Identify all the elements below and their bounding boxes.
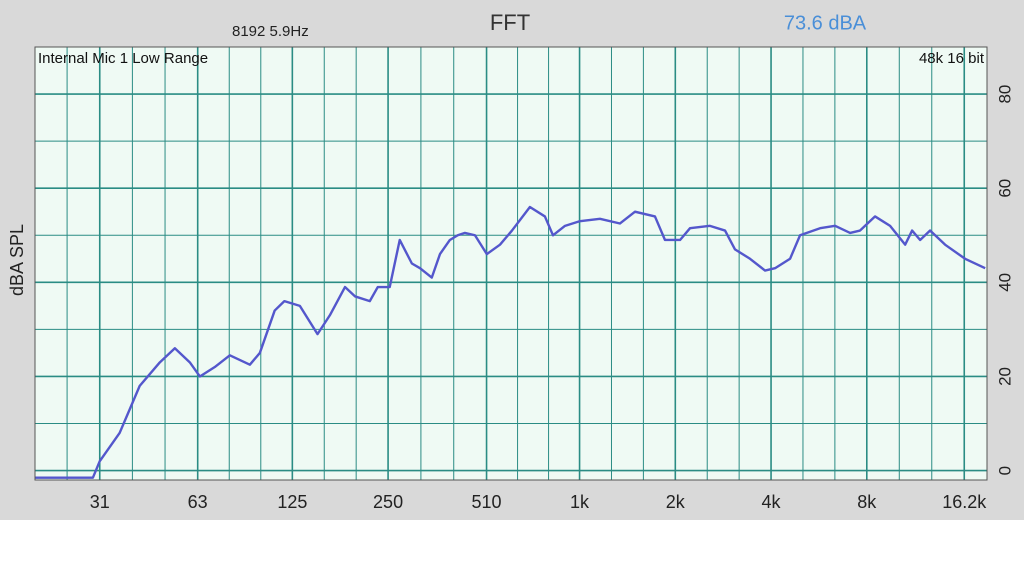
spectrum-line: [35, 205, 986, 479]
x-tick-label: 125: [277, 492, 307, 512]
y-tick-label: 80: [995, 85, 1014, 104]
x-tick-label: 16.2k: [942, 492, 987, 512]
y-tick-label: 0: [995, 466, 1014, 475]
level-readout: 73.6 dBA: [784, 12, 867, 34]
x-tick-label: 250: [373, 492, 403, 512]
chart-title: FFT: [490, 10, 530, 35]
x-tick-label: 2k: [666, 492, 686, 512]
y-tick-label: 20: [995, 367, 1014, 386]
x-tick-label: 510: [472, 492, 502, 512]
x-tick-label: 63: [188, 492, 208, 512]
y-axis-label: dBA SPL: [7, 224, 27, 296]
input-label: Internal Mic 1 Low Range: [38, 50, 208, 67]
y-tick-label: 40: [995, 273, 1014, 292]
x-tick-label: 31: [90, 492, 110, 512]
x-tick-label: 8k: [857, 492, 877, 512]
format-label: 48k 16 bit: [919, 50, 985, 67]
fft-info: 8192 5.9Hz: [232, 23, 309, 40]
plot-marks: [35, 205, 986, 479]
x-tick-label: 4k: [762, 492, 782, 512]
grid: [35, 47, 987, 480]
x-tick-label: 1k: [570, 492, 590, 512]
plot-frame: [34, 46, 988, 481]
y-tick-label: 60: [995, 179, 1014, 198]
plot-background: [35, 47, 987, 480]
